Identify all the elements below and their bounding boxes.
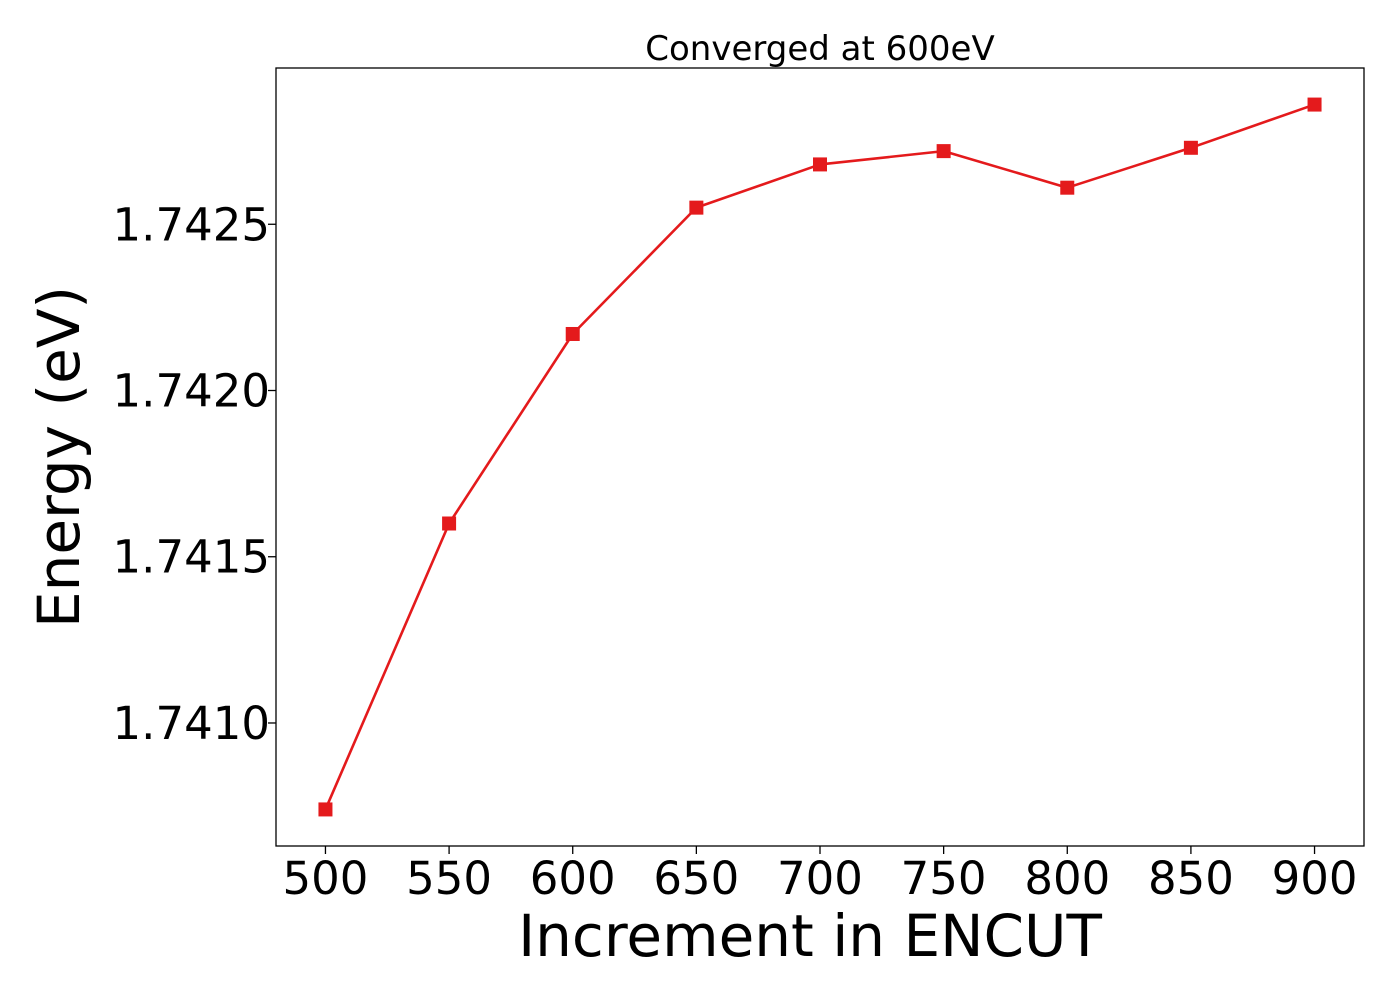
series-line [324, 103, 1315, 810]
x-tick-label: 850 [1148, 852, 1234, 905]
x-tick-label: 550 [406, 852, 492, 905]
y-tick-label: 1.7420 [113, 365, 270, 418]
data-point-marker [442, 516, 457, 531]
y-tick-label: 1.7415 [113, 531, 270, 584]
x-tick-label: 900 [1272, 852, 1358, 905]
x-tick-label: 600 [530, 852, 616, 905]
data-point-marker [1307, 97, 1322, 112]
y-tick-label: 1.7410 [113, 697, 270, 750]
series-energy [318, 97, 1322, 817]
data-point-marker [565, 326, 580, 341]
x-axis-label: Increment in ENCUT [518, 902, 1102, 970]
data-point-marker [1183, 140, 1198, 155]
y-axis: 1.7410 1.7415 1.7420 1.7425 [113, 198, 276, 750]
x-tick-label: 800 [1024, 852, 1110, 905]
chart-title: Converged at 600eV [645, 29, 994, 69]
data-point-marker [813, 157, 827, 172]
x-tick-label: 750 [901, 852, 987, 905]
plot-area-frame [275, 67, 1365, 847]
y-axis-label: Energy (eV) [25, 286, 93, 628]
x-tick-label: 700 [777, 852, 863, 905]
data-point-marker [318, 802, 333, 817]
y-tick-label: 1.7425 [113, 198, 270, 251]
x-tick-label: 650 [653, 852, 739, 905]
data-point-marker [1060, 180, 1075, 195]
x-tick-label: 500 [283, 852, 369, 905]
data-point-marker [936, 144, 951, 159]
data-point-marker [689, 200, 704, 215]
x-axis: 500 550 600 650 700 750 800 850 900 [283, 846, 1358, 905]
